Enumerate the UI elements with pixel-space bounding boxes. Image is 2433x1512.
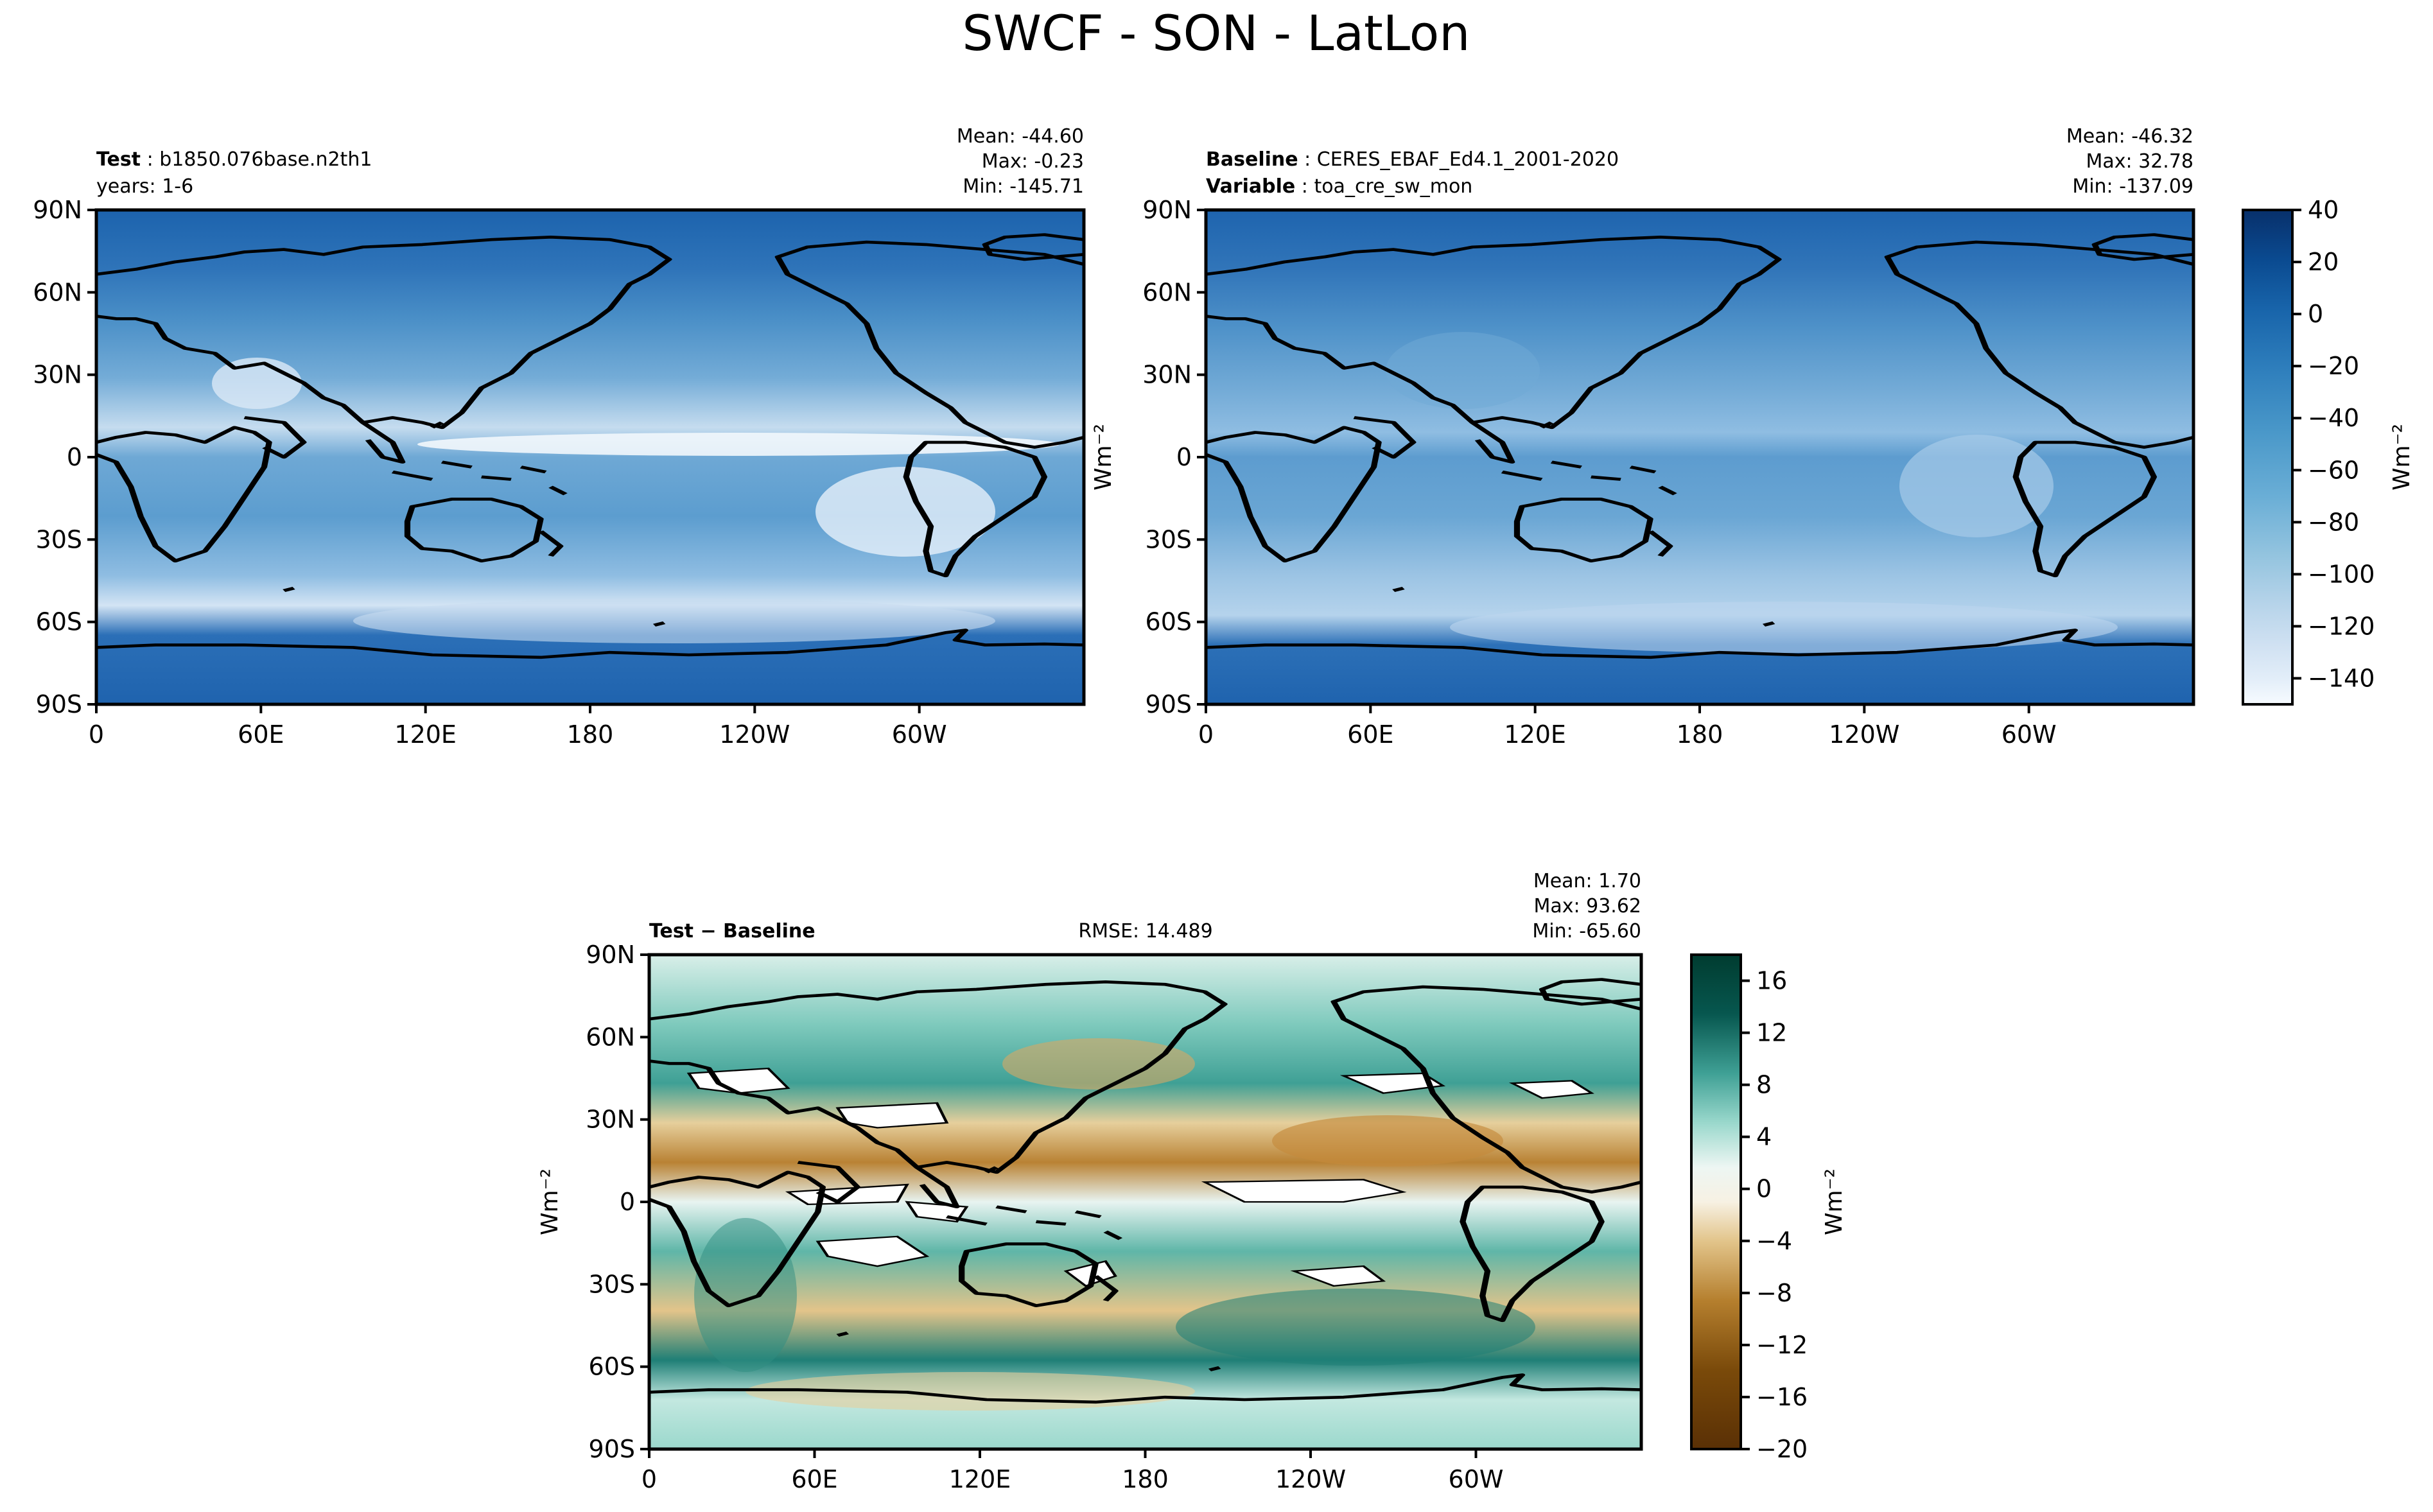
test-map: [96, 208, 1084, 706]
baseline-lat-label: 30S: [1146, 525, 1192, 553]
test-lat-label: 0: [67, 443, 82, 471]
svg-text:Variable : toa_cre_sw_mon: Variable : toa_cre_sw_mon: [1206, 175, 1472, 198]
panel-test: Test : b1850.076base.n2th1 years: 1-6 Me…: [96, 125, 1117, 706]
colorbar-main-label: Wm⁻²: [2389, 424, 2415, 491]
colorbar-main-tick-label: −140: [2308, 664, 2375, 692]
baseline-lon-label: 120W: [1829, 720, 1899, 749]
test-header-bold: Test: [96, 148, 141, 171]
baseline-lat-label: 60S: [1146, 608, 1192, 636]
diff-stat-mean: Mean: 1.70: [1533, 870, 1641, 892]
panel-baseline: Baseline : CERES_EBAF_Ed4.1_2001-2020 Va…: [1206, 125, 2415, 706]
test-stat-min: Min: -145.71: [963, 175, 1084, 198]
colorbar-main-tick-label: −100: [2308, 560, 2375, 588]
diff-lat-label: 90S: [589, 1435, 635, 1463]
svg-text:Baseline : CERES_EBAF_Ed4.1_20: Baseline : CERES_EBAF_Ed4.1_2001-2020: [1206, 148, 1619, 171]
baseline-header-bold: Baseline: [1206, 148, 1298, 171]
baseline-lon-label: 120E: [1504, 720, 1566, 749]
baseline-lat-label: 90N: [1142, 196, 1192, 224]
baseline-stat-mean: Mean: -46.32: [2066, 125, 2193, 148]
baseline-lat-label: 60N: [1142, 278, 1192, 306]
test-lon-label: 180: [567, 720, 614, 749]
test-lat-label: 60S: [36, 608, 82, 636]
colorbar-main-tick-label: −40: [2308, 404, 2359, 432]
colorbar-diff-tick-label: −16: [1756, 1383, 1808, 1411]
diff-lon-label: 60W: [1449, 1465, 1504, 1493]
colorbar-diff-tick-label: −4: [1756, 1227, 1792, 1255]
colorbar-diff: [1690, 953, 1742, 1450]
colorbar-diff-tick-label: −20: [1756, 1435, 1808, 1463]
colorbar-diff-tick-label: −12: [1756, 1331, 1808, 1359]
test-lat-label: 30N: [33, 361, 82, 389]
baseline-stat-min: Min: -137.09: [2072, 175, 2193, 198]
test-stat-max: Max: -0.23: [982, 150, 1084, 173]
baseline-lon-label: 60W: [2001, 720, 2057, 749]
colorbar-main-tick-label: −80: [2308, 508, 2359, 536]
test-lon-label: 0: [89, 720, 104, 749]
diff-map: [649, 953, 1641, 1451]
colorbar-diff-tick-label: −8: [1756, 1279, 1792, 1307]
colorbar-main-tick-label: 20: [2308, 248, 2339, 276]
baseline-lon-label: 0: [1198, 720, 1214, 749]
diff-rmse: RMSE: 14.489: [1078, 920, 1212, 943]
colorbar-main-tick-label: −20: [2308, 352, 2359, 380]
colorbar-main-tick-label: 0: [2308, 300, 2323, 328]
colorbar-diff-tick-label: 12: [1756, 1019, 1787, 1047]
figure-title: SWCF - SON - LatLon: [963, 4, 1470, 62]
test-lon-label: 60W: [892, 720, 947, 749]
baseline-lat-label: 0: [1176, 443, 1192, 471]
colorbar-main: [2242, 209, 2294, 706]
test-lat-label: 60N: [33, 278, 82, 306]
test-ylabel: Wm⁻²: [1090, 424, 1117, 491]
baseline-lon-label: 180: [1677, 720, 1723, 749]
diff-lat-label: 60S: [589, 1353, 635, 1381]
test-lon-label: 60E: [238, 720, 284, 749]
baseline-header-dataset: CERES_EBAF_Ed4.1_2001-2020: [1317, 148, 1619, 171]
diff-lat-label: 90N: [586, 941, 635, 969]
test-header-years: years: 1-6: [96, 175, 193, 198]
colorbar-diff-tick-label: 8: [1756, 1071, 1772, 1099]
baseline-lon-label: 60E: [1347, 720, 1393, 749]
diff-header-bold: Test − Baseline: [649, 920, 815, 943]
diff-lat-label: 30N: [586, 1106, 635, 1134]
baseline-variable-name: toa_cre_sw_mon: [1314, 175, 1472, 198]
colorbar-main-tick-label: 40: [2308, 196, 2339, 224]
diff-lon-label: 120W: [1275, 1465, 1346, 1493]
test-lat-label: 90N: [33, 196, 82, 224]
test-lon-label: 120W: [719, 720, 790, 749]
baseline-lat-label: 30N: [1142, 361, 1192, 389]
panel-diff: Test − Baseline RMSE: 14.489 Mean: 1.70 …: [537, 870, 1847, 1451]
diff-lon-label: 0: [641, 1465, 657, 1493]
baseline-lat-label: 90S: [1146, 690, 1192, 718]
colorbar-main-tick-label: −120: [2308, 612, 2375, 640]
baseline-variable-bold: Variable: [1206, 175, 1295, 198]
diff-stat-min: Min: -65.60: [1532, 920, 1641, 943]
test-header-case: b1850.076base.n2th1: [159, 148, 372, 171]
diff-lat-label: 0: [620, 1188, 635, 1216]
diff-lat-label: 30S: [589, 1270, 635, 1298]
colorbar-diff-tick-label: 4: [1756, 1123, 1772, 1151]
baseline-map: [1206, 208, 2193, 706]
colorbar-main-tick-label: −60: [2308, 456, 2359, 484]
colorbar-diff-tick-label: 0: [1756, 1175, 1772, 1203]
test-stat-mean: Mean: -44.60: [957, 125, 1084, 148]
diff-lon-label: 60E: [791, 1465, 837, 1493]
diff-lat-label: 60N: [586, 1023, 635, 1051]
colorbar-diff-label: Wm⁻²: [1821, 1169, 1847, 1235]
svg-text:Test : b1850.076base.n2th1: Test : b1850.076base.n2th1: [96, 148, 372, 171]
diff-stat-max: Max: 93.62: [1533, 895, 1641, 917]
test-lat-label: 30S: [36, 525, 82, 553]
diff-lon-label: 120E: [949, 1465, 1011, 1493]
baseline-stat-max: Max: 32.78: [2086, 150, 2193, 173]
test-lon-label: 120E: [394, 720, 457, 749]
diff-ylabel: Wm⁻²: [537, 1169, 563, 1235]
diff-lon-label: 180: [1122, 1465, 1169, 1493]
test-lat-label: 90S: [36, 690, 82, 718]
colorbar-diff-tick-label: 16: [1756, 967, 1787, 995]
